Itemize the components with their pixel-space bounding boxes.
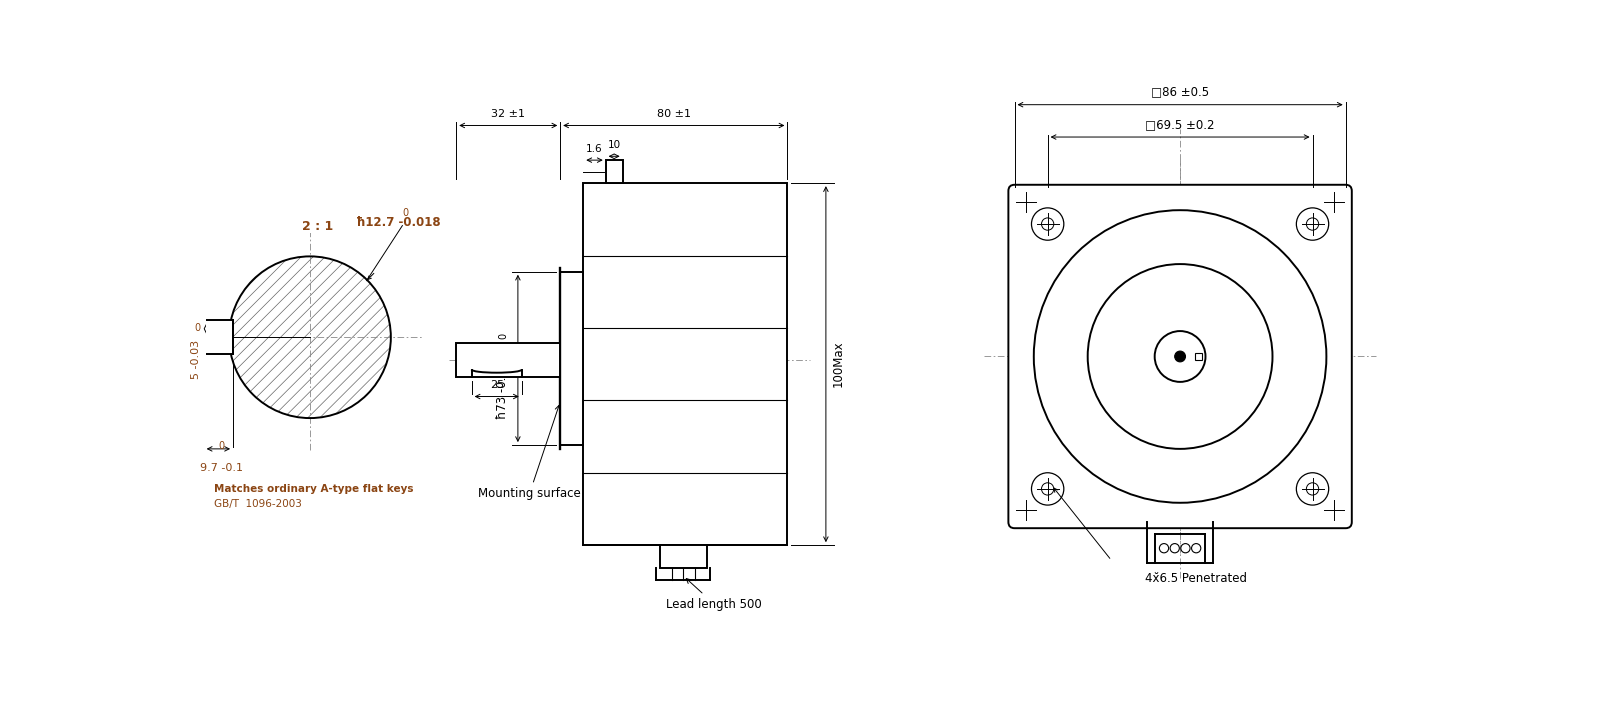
Bar (1196, 353, 1202, 360)
Bar (561, 272, 583, 445)
Text: 0: 0 (218, 441, 225, 451)
Text: 32 ±1: 32 ±1 (491, 110, 525, 120)
Bar (606, 160, 622, 183)
Text: 0: 0 (402, 208, 409, 218)
Bar (204, 320, 233, 354)
Text: 9.7 -0.1: 9.7 -0.1 (200, 463, 242, 473)
Text: Mounting surface: Mounting surface (478, 405, 580, 501)
Text: □86 ±0.5: □86 ±0.5 (1151, 85, 1209, 98)
Text: 5 -0.03: 5 -0.03 (191, 340, 200, 379)
Text: 4x̆6.5 Penetrated: 4x̆6.5 Penetrated (1144, 572, 1246, 585)
Text: □69.5 ±0.2: □69.5 ±0.2 (1146, 118, 1215, 131)
Text: 0: 0 (499, 348, 509, 355)
Bar (661, 545, 706, 568)
Text: 2 : 1: 2 : 1 (302, 220, 333, 234)
Text: 1.6: 1.6 (587, 144, 603, 154)
Text: GB/T  1096-2003: GB/T 1096-2003 (213, 499, 302, 509)
Text: ħ73 -0.05: ħ73 -0.05 (496, 362, 509, 419)
Text: 100Max: 100Max (832, 341, 845, 387)
Bar (583, 183, 787, 545)
Text: Lead length 500: Lead length 500 (666, 579, 763, 611)
Text: 0: 0 (499, 333, 509, 339)
Text: Matches ordinary A-type flat keys: Matches ordinary A-type flat keys (213, 483, 414, 493)
Text: 25: 25 (490, 380, 504, 390)
FancyBboxPatch shape (1008, 185, 1353, 528)
Circle shape (1175, 351, 1186, 362)
Text: 10: 10 (608, 140, 621, 150)
Text: 0: 0 (194, 323, 200, 333)
Text: 80 ±1: 80 ±1 (656, 110, 690, 120)
Bar (456, 343, 561, 377)
Text: ħ12.7 -0.018: ħ12.7 -0.018 (356, 216, 441, 229)
